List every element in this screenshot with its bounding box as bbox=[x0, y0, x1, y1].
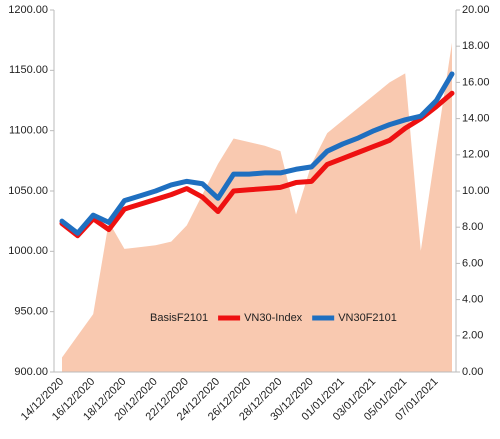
y2-tick-label: 0.00 bbox=[462, 366, 483, 378]
area bbox=[62, 42, 452, 372]
y-tick-label: 1150.00 bbox=[9, 64, 48, 76]
legend-label: VN30-Index bbox=[244, 312, 303, 324]
line bbox=[59, 71, 455, 236]
y2-tick-label: 10.00 bbox=[462, 185, 490, 197]
y2-tick-label: 16.00 bbox=[462, 76, 490, 88]
y2-tick-label: 18.00 bbox=[462, 40, 490, 52]
y-tick-label: 950.00 bbox=[14, 306, 48, 318]
legend-swatch bbox=[140, 314, 148, 322]
y-tick-label: 1050.00 bbox=[8, 185, 48, 197]
y2-tick-label: 6.00 bbox=[462, 257, 483, 269]
y2-tick-label: 12.00 bbox=[462, 149, 490, 161]
y2-tick-label: 8.00 bbox=[462, 221, 483, 233]
line bbox=[59, 90, 455, 239]
y2-tick-label: 4.00 bbox=[462, 294, 483, 306]
y-tick-label: 1200.00 bbox=[8, 4, 48, 16]
y-tick-label: 1100.00 bbox=[9, 125, 48, 137]
y2-tick-label: 2.00 bbox=[462, 330, 483, 342]
y2-tick-label: 14.00 bbox=[462, 113, 490, 125]
legend-label: VN30F2101 bbox=[338, 312, 397, 324]
y-tick-label: 1000.00 bbox=[8, 245, 48, 257]
y2-tick-label: 20.00 bbox=[462, 4, 490, 16]
y-tick-label: 900.00 bbox=[14, 366, 48, 378]
legend-label: BasisF2101 bbox=[150, 312, 208, 324]
